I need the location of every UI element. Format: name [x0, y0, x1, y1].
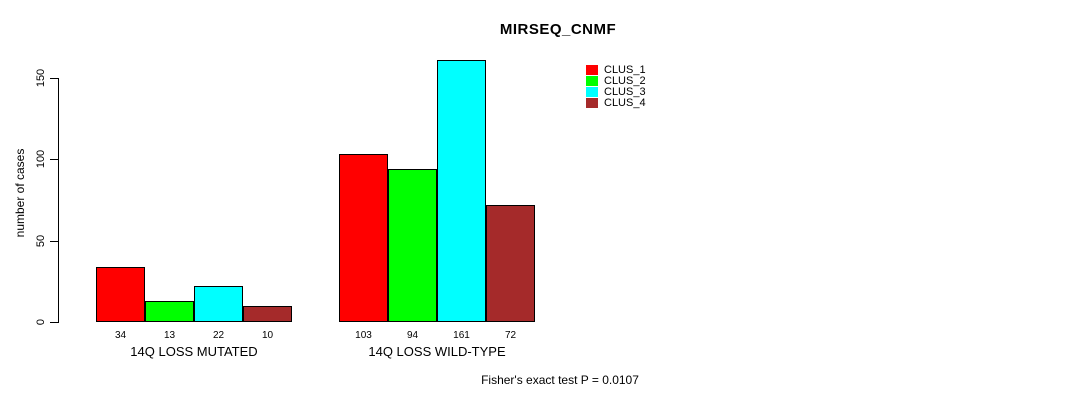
bar-clus_4-group2	[486, 204, 535, 322]
y-axis-label: number of cases	[13, 148, 27, 238]
y-axis-line	[58, 78, 59, 323]
bar-value-label: 103	[355, 330, 372, 341]
bar-clus_3-group2	[437, 60, 486, 322]
bar-clus_2-group1	[145, 300, 194, 322]
y-tick	[50, 78, 58, 79]
fisher-test-annotation: Fisher's exact test P = 0.0107	[481, 373, 639, 387]
group-label: 14Q LOSS WILD-TYPE	[368, 344, 506, 359]
bar-value-label: 161	[453, 330, 470, 341]
legend-label: CLUS_1	[604, 64, 646, 76]
y-tick	[50, 240, 58, 242]
bar-clus_4-group1	[243, 305, 292, 322]
legend-label: CLUS_3	[604, 86, 646, 98]
bar-clus_2-group2	[388, 169, 437, 322]
bar-value-label: 22	[212, 330, 225, 341]
bar-clus_3-group1	[194, 286, 243, 322]
bar-clus_1-group1	[96, 266, 145, 322]
bar-value-label: 13	[163, 330, 176, 341]
legend-swatch-icon	[586, 76, 598, 86]
bar-value-label: 34	[114, 330, 127, 341]
chart-title: MIRSEQ_CNMF	[499, 21, 617, 38]
y-tick	[50, 322, 58, 323]
y-tick-label: 50	[35, 234, 47, 247]
legend-swatch-icon	[586, 87, 598, 97]
legend-label: CLUS_4	[604, 97, 646, 109]
legend-swatch-icon	[586, 65, 598, 75]
bar-value-label: 72	[504, 330, 517, 341]
y-tick-label: 100	[35, 150, 47, 169]
y-tick-label: 150	[35, 68, 47, 88]
y-tick	[50, 159, 58, 161]
bar-value-label: 94	[406, 330, 419, 341]
y-tick-label: 0	[35, 318, 47, 326]
legend-label: CLUS_2	[604, 75, 646, 87]
bar-value-label: 10	[261, 330, 274, 341]
bar-clus_1-group2	[339, 154, 388, 322]
legend-swatch-icon	[586, 98, 598, 108]
group-label: 14Q LOSS MUTATED	[130, 344, 258, 359]
